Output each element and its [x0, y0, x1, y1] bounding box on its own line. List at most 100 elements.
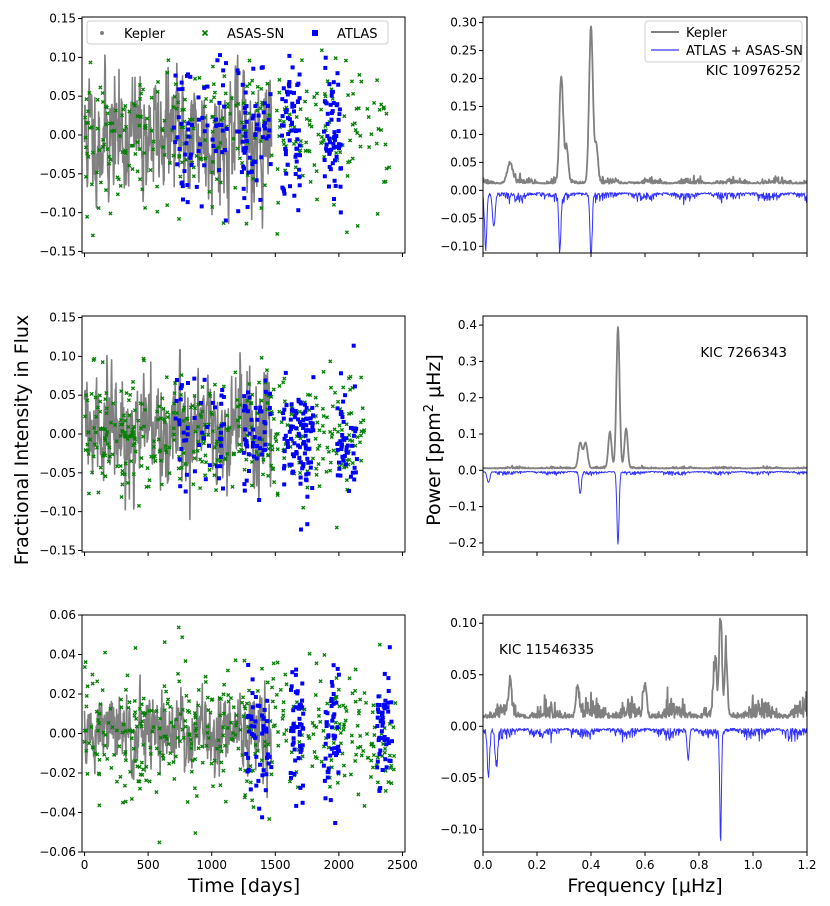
asassn-point — [240, 752, 245, 758]
asassn-point — [120, 800, 125, 805]
asassn-point — [391, 767, 396, 772]
asassn-point — [130, 728, 135, 733]
asassn-point — [225, 104, 230, 109]
atlas-point — [262, 430, 267, 435]
asassn-point — [131, 101, 136, 106]
asassn-point — [137, 786, 143, 791]
atlas-point — [282, 449, 287, 454]
atlas-point — [309, 460, 313, 465]
y-tick-label: −0.15 — [39, 244, 76, 258]
asassn-point — [144, 764, 149, 769]
asassn-point — [86, 491, 91, 496]
asassn-point — [226, 699, 231, 704]
asassn-point — [283, 168, 288, 173]
asassn-point — [195, 448, 200, 453]
atlas-point — [390, 739, 394, 744]
atlas-point — [177, 422, 182, 427]
atlas-point — [386, 676, 391, 681]
atlas-point — [280, 97, 285, 102]
asassn-point — [366, 114, 371, 120]
atlas-point — [244, 439, 249, 444]
asassn-point — [196, 439, 201, 444]
asassn-point — [196, 687, 201, 693]
asassn-point — [177, 153, 182, 158]
atlas-point — [235, 129, 240, 134]
asassn-point — [134, 724, 139, 729]
asassn-point — [126, 398, 131, 403]
asassn-point — [125, 673, 130, 678]
atlas-point — [330, 725, 334, 730]
atlas-point — [205, 123, 210, 128]
atlas-point — [296, 706, 301, 711]
atlas-point — [298, 785, 303, 790]
asassn-point — [301, 505, 306, 510]
asassn-point — [165, 701, 170, 706]
asassn-point — [212, 95, 217, 100]
asassn-point — [221, 733, 226, 738]
asassn-point — [107, 445, 112, 450]
asassn-point — [360, 406, 365, 411]
atlas-point — [305, 416, 310, 421]
atlas-point — [252, 733, 256, 738]
atlas-point — [202, 129, 207, 134]
asassn-point — [171, 153, 176, 158]
atlas-point — [306, 438, 311, 443]
asassn-point — [168, 751, 173, 756]
atlas-point — [335, 751, 340, 756]
atlas-point — [339, 447, 344, 452]
atlas-point — [341, 458, 346, 463]
asassn-point — [354, 752, 359, 757]
y-tick-label: 0.3 — [458, 354, 477, 368]
asassn-point — [178, 392, 184, 397]
asassn-point — [347, 433, 352, 438]
asassn-point — [108, 157, 113, 162]
asassn-point — [313, 102, 318, 107]
atlas-point — [328, 798, 333, 803]
atlas-point — [284, 108, 289, 112]
asassn-point — [359, 79, 364, 84]
asassn-point — [223, 456, 228, 461]
atlas-point — [292, 771, 297, 776]
asassn-point — [139, 702, 144, 707]
asassn-point — [284, 682, 289, 687]
asassn-point — [128, 769, 133, 774]
asassn-point — [389, 781, 394, 786]
asassn-point — [369, 741, 374, 746]
asassn-point — [183, 718, 188, 724]
asassn-point — [172, 391, 177, 396]
left-y-axis-title: Fractional Intensity in Flux — [11, 315, 33, 565]
atlas-point — [385, 737, 390, 742]
asassn-point — [200, 384, 205, 389]
asassn-point — [143, 205, 148, 210]
asassn-point — [329, 765, 334, 770]
atlas-point — [310, 405, 315, 410]
atlas-point — [286, 82, 291, 87]
asassn-point — [387, 753, 393, 758]
atlas-point — [177, 457, 182, 462]
atlas-point — [250, 116, 255, 121]
asassn-point — [237, 415, 242, 420]
asassn-point — [166, 697, 171, 702]
atlas-point — [386, 689, 391, 693]
asassn-point — [190, 117, 195, 122]
asassn-point — [139, 91, 144, 96]
atlas-point — [329, 696, 334, 701]
atlas-point — [297, 732, 302, 737]
atlas-point — [176, 115, 181, 120]
atlas-point — [375, 715, 380, 720]
asassn-point — [193, 715, 198, 720]
atlas-point — [334, 103, 339, 108]
atlas-point — [241, 186, 246, 191]
asassn-point — [337, 423, 342, 428]
asassn-point — [171, 759, 176, 765]
atlas-point — [186, 381, 190, 385]
atlas-point — [183, 152, 188, 157]
atlas-point — [336, 770, 341, 775]
atlas-point — [283, 99, 288, 104]
asassn-point — [271, 676, 276, 681]
atlas-point — [175, 135, 180, 140]
atlas-point — [325, 121, 330, 126]
asassn-point — [135, 140, 140, 145]
y-tick-label: −0.10 — [39, 206, 76, 220]
asassn-point — [85, 684, 90, 689]
